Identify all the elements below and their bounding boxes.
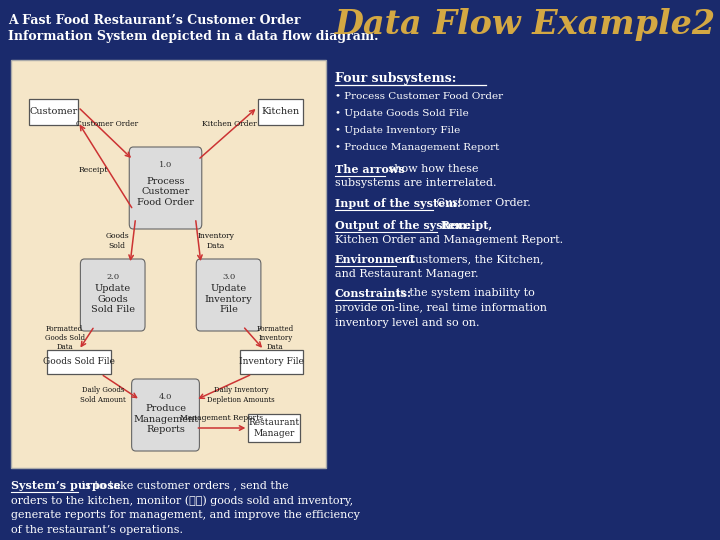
Text: The arrows: The arrows <box>335 164 405 175</box>
Text: Four subsystems:: Four subsystems: <box>335 72 456 85</box>
Bar <box>258 99 303 125</box>
Text: • Update Goods Sold File: • Update Goods Sold File <box>335 109 469 118</box>
Text: subsystems are interrelated.: subsystems are interrelated. <box>335 178 497 188</box>
Text: A Fast Food Restaurant’s Customer Order: A Fast Food Restaurant’s Customer Order <box>8 14 300 27</box>
Text: orders to the kitchen, monitor (監視) goods sold and inventory,: orders to the kitchen, monitor (監視) good… <box>11 495 353 505</box>
Text: 2.0: 2.0 <box>106 273 120 281</box>
Text: Formatted
Goods Sold
Data: Formatted Goods Sold Data <box>45 325 85 351</box>
Text: Update
Inventory
File: Update Inventory File <box>204 284 253 314</box>
Text: is the system inability to: is the system inability to <box>393 288 535 298</box>
Text: Restaurant
Manager: Restaurant Manager <box>248 418 300 438</box>
Text: 4.0: 4.0 <box>159 393 172 401</box>
Bar <box>30 99 78 125</box>
Text: Environment: Environment <box>335 254 416 265</box>
Text: show how these: show how these <box>385 164 479 174</box>
Bar <box>11 60 326 468</box>
Text: Output of the system:: Output of the system: <box>335 220 471 231</box>
FancyBboxPatch shape <box>197 259 261 331</box>
Text: is to take customer orders , send the: is to take customer orders , send the <box>78 480 289 490</box>
Text: Daily Inventory
Depletion Amounts: Daily Inventory Depletion Amounts <box>207 387 275 403</box>
Text: Daily Goods
Sold Amount: Daily Goods Sold Amount <box>81 387 126 403</box>
Bar <box>248 414 300 442</box>
Text: • Update Inventory File: • Update Inventory File <box>335 126 460 135</box>
Text: Kitchen Order: Kitchen Order <box>202 119 256 127</box>
Text: Input of the system:: Input of the system: <box>335 198 461 209</box>
Text: Goods
Sold: Goods Sold <box>105 232 129 249</box>
FancyBboxPatch shape <box>81 259 145 331</box>
Text: inventory level and so on.: inventory level and so on. <box>335 318 480 328</box>
Text: 3.0: 3.0 <box>222 273 235 281</box>
Text: 1.0: 1.0 <box>159 161 172 169</box>
Text: provide on-line, real time information: provide on-line, real time information <box>335 303 547 313</box>
Bar <box>47 350 111 374</box>
Text: Update
Goods
Sold File: Update Goods Sold File <box>91 284 135 314</box>
Text: and Restaurant Manager.: and Restaurant Manager. <box>335 269 479 279</box>
Text: Data Flow Example2: Data Flow Example2 <box>335 8 716 41</box>
Text: Receipt,: Receipt, <box>438 220 492 231</box>
Text: System’s purpose: System’s purpose <box>11 480 121 491</box>
Text: Receipt: Receipt <box>78 166 108 174</box>
Text: Customer: Customer <box>30 107 78 117</box>
FancyBboxPatch shape <box>132 379 199 451</box>
Text: Management Reports: Management Reports <box>180 414 264 422</box>
Text: Formatted
Inventory
Data: Formatted Inventory Data <box>257 325 294 351</box>
Text: Goods Sold File: Goods Sold File <box>43 357 114 367</box>
FancyBboxPatch shape <box>130 147 202 229</box>
Text: Customer Order: Customer Order <box>76 119 138 127</box>
Text: Customer Order.: Customer Order. <box>433 198 531 208</box>
Text: Kitchen Order and Management Report.: Kitchen Order and Management Report. <box>335 235 563 245</box>
Text: • Process Customer Food Order: • Process Customer Food Order <box>335 92 503 101</box>
Text: • Produce Management Report: • Produce Management Report <box>335 143 500 152</box>
Text: Inventory
Data: Inventory Data <box>197 232 234 249</box>
Text: Process
Customer
Food Order: Process Customer Food Order <box>137 177 194 207</box>
Text: generate reports for management, and improve the efficiency: generate reports for management, and imp… <box>11 510 360 520</box>
Text: Inventory File: Inventory File <box>240 357 305 367</box>
Text: Constraints:: Constraints: <box>335 288 412 299</box>
Text: of the restaurant’s operations.: of the restaurant’s operations. <box>11 525 183 535</box>
Bar <box>240 350 303 374</box>
Text: Kitchen: Kitchen <box>261 107 300 117</box>
Text: Produce
Management
Reports: Produce Management Reports <box>133 404 198 434</box>
Text: Information System depicted in a data flow diagram.: Information System depicted in a data fl… <box>8 30 379 43</box>
Text: : Customers, the Kitchen,: : Customers, the Kitchen, <box>397 254 544 264</box>
